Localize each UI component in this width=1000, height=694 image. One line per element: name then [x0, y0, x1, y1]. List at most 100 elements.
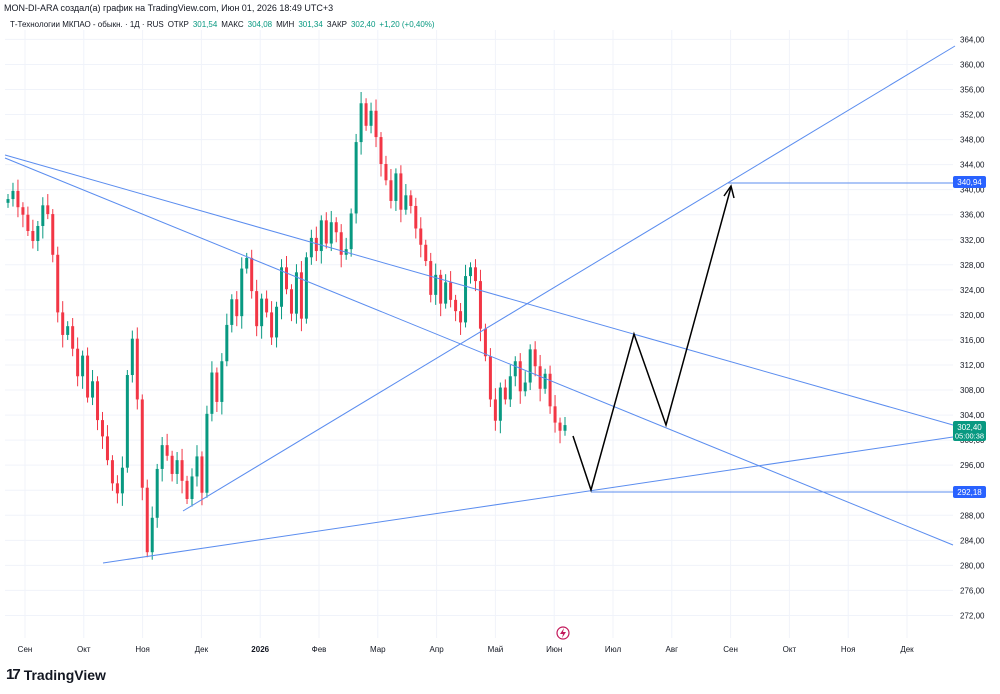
candle	[359, 91, 363, 155]
candle	[225, 313, 229, 367]
x-tick-label: Сен	[723, 645, 738, 654]
x-tick-label: Апр	[430, 645, 445, 654]
candle	[399, 165, 403, 223]
candle	[439, 269, 443, 317]
price-change: +1,20 (+0,40%)	[379, 20, 435, 29]
y-tick-label: 364,00	[960, 35, 985, 44]
chart-attribution: MON-DI-ARA создал(а) график на TradingVi…	[4, 3, 334, 13]
symbol-name[interactable]: Т-Технологии МКПАО - обыкн. · 1Д · RUS	[10, 20, 164, 29]
candle	[135, 327, 139, 410]
tradingview-logo-text: TradingView	[23, 666, 106, 683]
candle	[289, 284, 293, 322]
open-value: 301,54	[192, 20, 218, 29]
candle	[110, 455, 114, 491]
candle	[250, 249, 254, 299]
lightning-icon[interactable]	[556, 626, 570, 640]
x-tick-label: Окт	[783, 645, 797, 654]
candle	[419, 217, 423, 258]
candle	[56, 246, 60, 323]
x-tick-label: Дек	[195, 645, 209, 654]
candle	[414, 197, 418, 239]
candle	[230, 294, 234, 333]
candle	[71, 318, 75, 357]
candle	[190, 468, 194, 507]
candle	[478, 269, 482, 342]
tradingview-logo: 17 TradingView	[6, 666, 106, 683]
candle	[558, 417, 562, 444]
candle	[409, 190, 413, 214]
candle	[444, 274, 448, 309]
y-tick-label: 324,00	[960, 286, 985, 295]
x-tick-label: Авг	[666, 645, 679, 654]
candle	[404, 184, 408, 215]
candle	[563, 416, 567, 436]
candle	[513, 356, 517, 387]
candle	[493, 388, 497, 431]
y-tick-label: 296,00	[960, 461, 985, 470]
trendline-ascending-base[interactable]	[102, 436, 954, 564]
candle	[175, 452, 179, 484]
candle	[41, 197, 45, 239]
candle	[364, 98, 368, 131]
y-tick-label: 336,00	[960, 211, 985, 220]
candle	[548, 365, 552, 414]
candle	[459, 303, 463, 335]
price-axis[interactable]: 272,00276,00280,00284,00288,00292,00296,…	[960, 35, 985, 620]
candle	[170, 450, 174, 482]
candle	[449, 271, 453, 308]
y-tick-label: 352,00	[960, 111, 985, 120]
candle	[130, 330, 134, 383]
candle	[105, 425, 109, 466]
y-tick-label: 328,00	[960, 261, 985, 270]
y-tick-label: 284,00	[960, 536, 985, 545]
time-axis[interactable]: Сен Окт Ноя Дек 2026 Фев Мар Апр Май Июн Июл Авг Сен…	[18, 645, 915, 654]
candle	[384, 155, 388, 186]
trendline-lower-descending[interactable]	[4, 157, 954, 546]
candle	[394, 168, 398, 211]
candle	[329, 210, 333, 252]
candle	[469, 262, 473, 284]
candle	[319, 215, 323, 264]
candle	[210, 361, 214, 422]
candle	[125, 370, 129, 473]
candle	[275, 301, 279, 348]
candle	[66, 321, 70, 340]
high-value: 304,08	[247, 20, 273, 29]
y-tick-label: 340,00	[960, 186, 985, 195]
forecast-path[interactable]	[572, 186, 732, 493]
forecast-arrowhead	[723, 184, 735, 199]
candle	[150, 506, 154, 560]
candle	[195, 445, 199, 487]
candle	[294, 264, 298, 324]
candle	[200, 451, 204, 506]
candle	[185, 475, 189, 505]
candle	[309, 229, 313, 265]
close-label: ЗАКР	[326, 20, 347, 29]
candlestick-series	[6, 91, 567, 560]
candle	[374, 99, 378, 148]
trendline-upper-descending[interactable]	[4, 154, 954, 426]
chart-grid	[5, 30, 953, 638]
candle	[220, 353, 224, 415]
candle	[389, 169, 393, 209]
candle	[265, 290, 269, 318]
trendline-drawings[interactable]	[4, 45, 956, 564]
candle	[299, 261, 303, 332]
candle	[543, 368, 547, 394]
candle	[280, 259, 284, 320]
candle	[424, 239, 428, 267]
x-tick-label: 2026	[251, 645, 269, 654]
y-tick-label: 360,00	[960, 60, 985, 69]
y-tick-label: 304,00	[960, 411, 985, 420]
candle	[11, 182, 15, 207]
symbol-legend: Т-Технологии МКПАО - обыкн. · 1Д · RUS О…	[10, 20, 435, 29]
x-tick-label: Мар	[370, 645, 386, 654]
last-price-marker-bg	[953, 421, 986, 441]
trendline-ascending-steep[interactable]	[182, 45, 956, 512]
candle	[165, 433, 169, 461]
candle	[21, 202, 25, 228]
candle	[36, 220, 40, 252]
candle	[473, 259, 477, 292]
candle	[160, 437, 164, 482]
